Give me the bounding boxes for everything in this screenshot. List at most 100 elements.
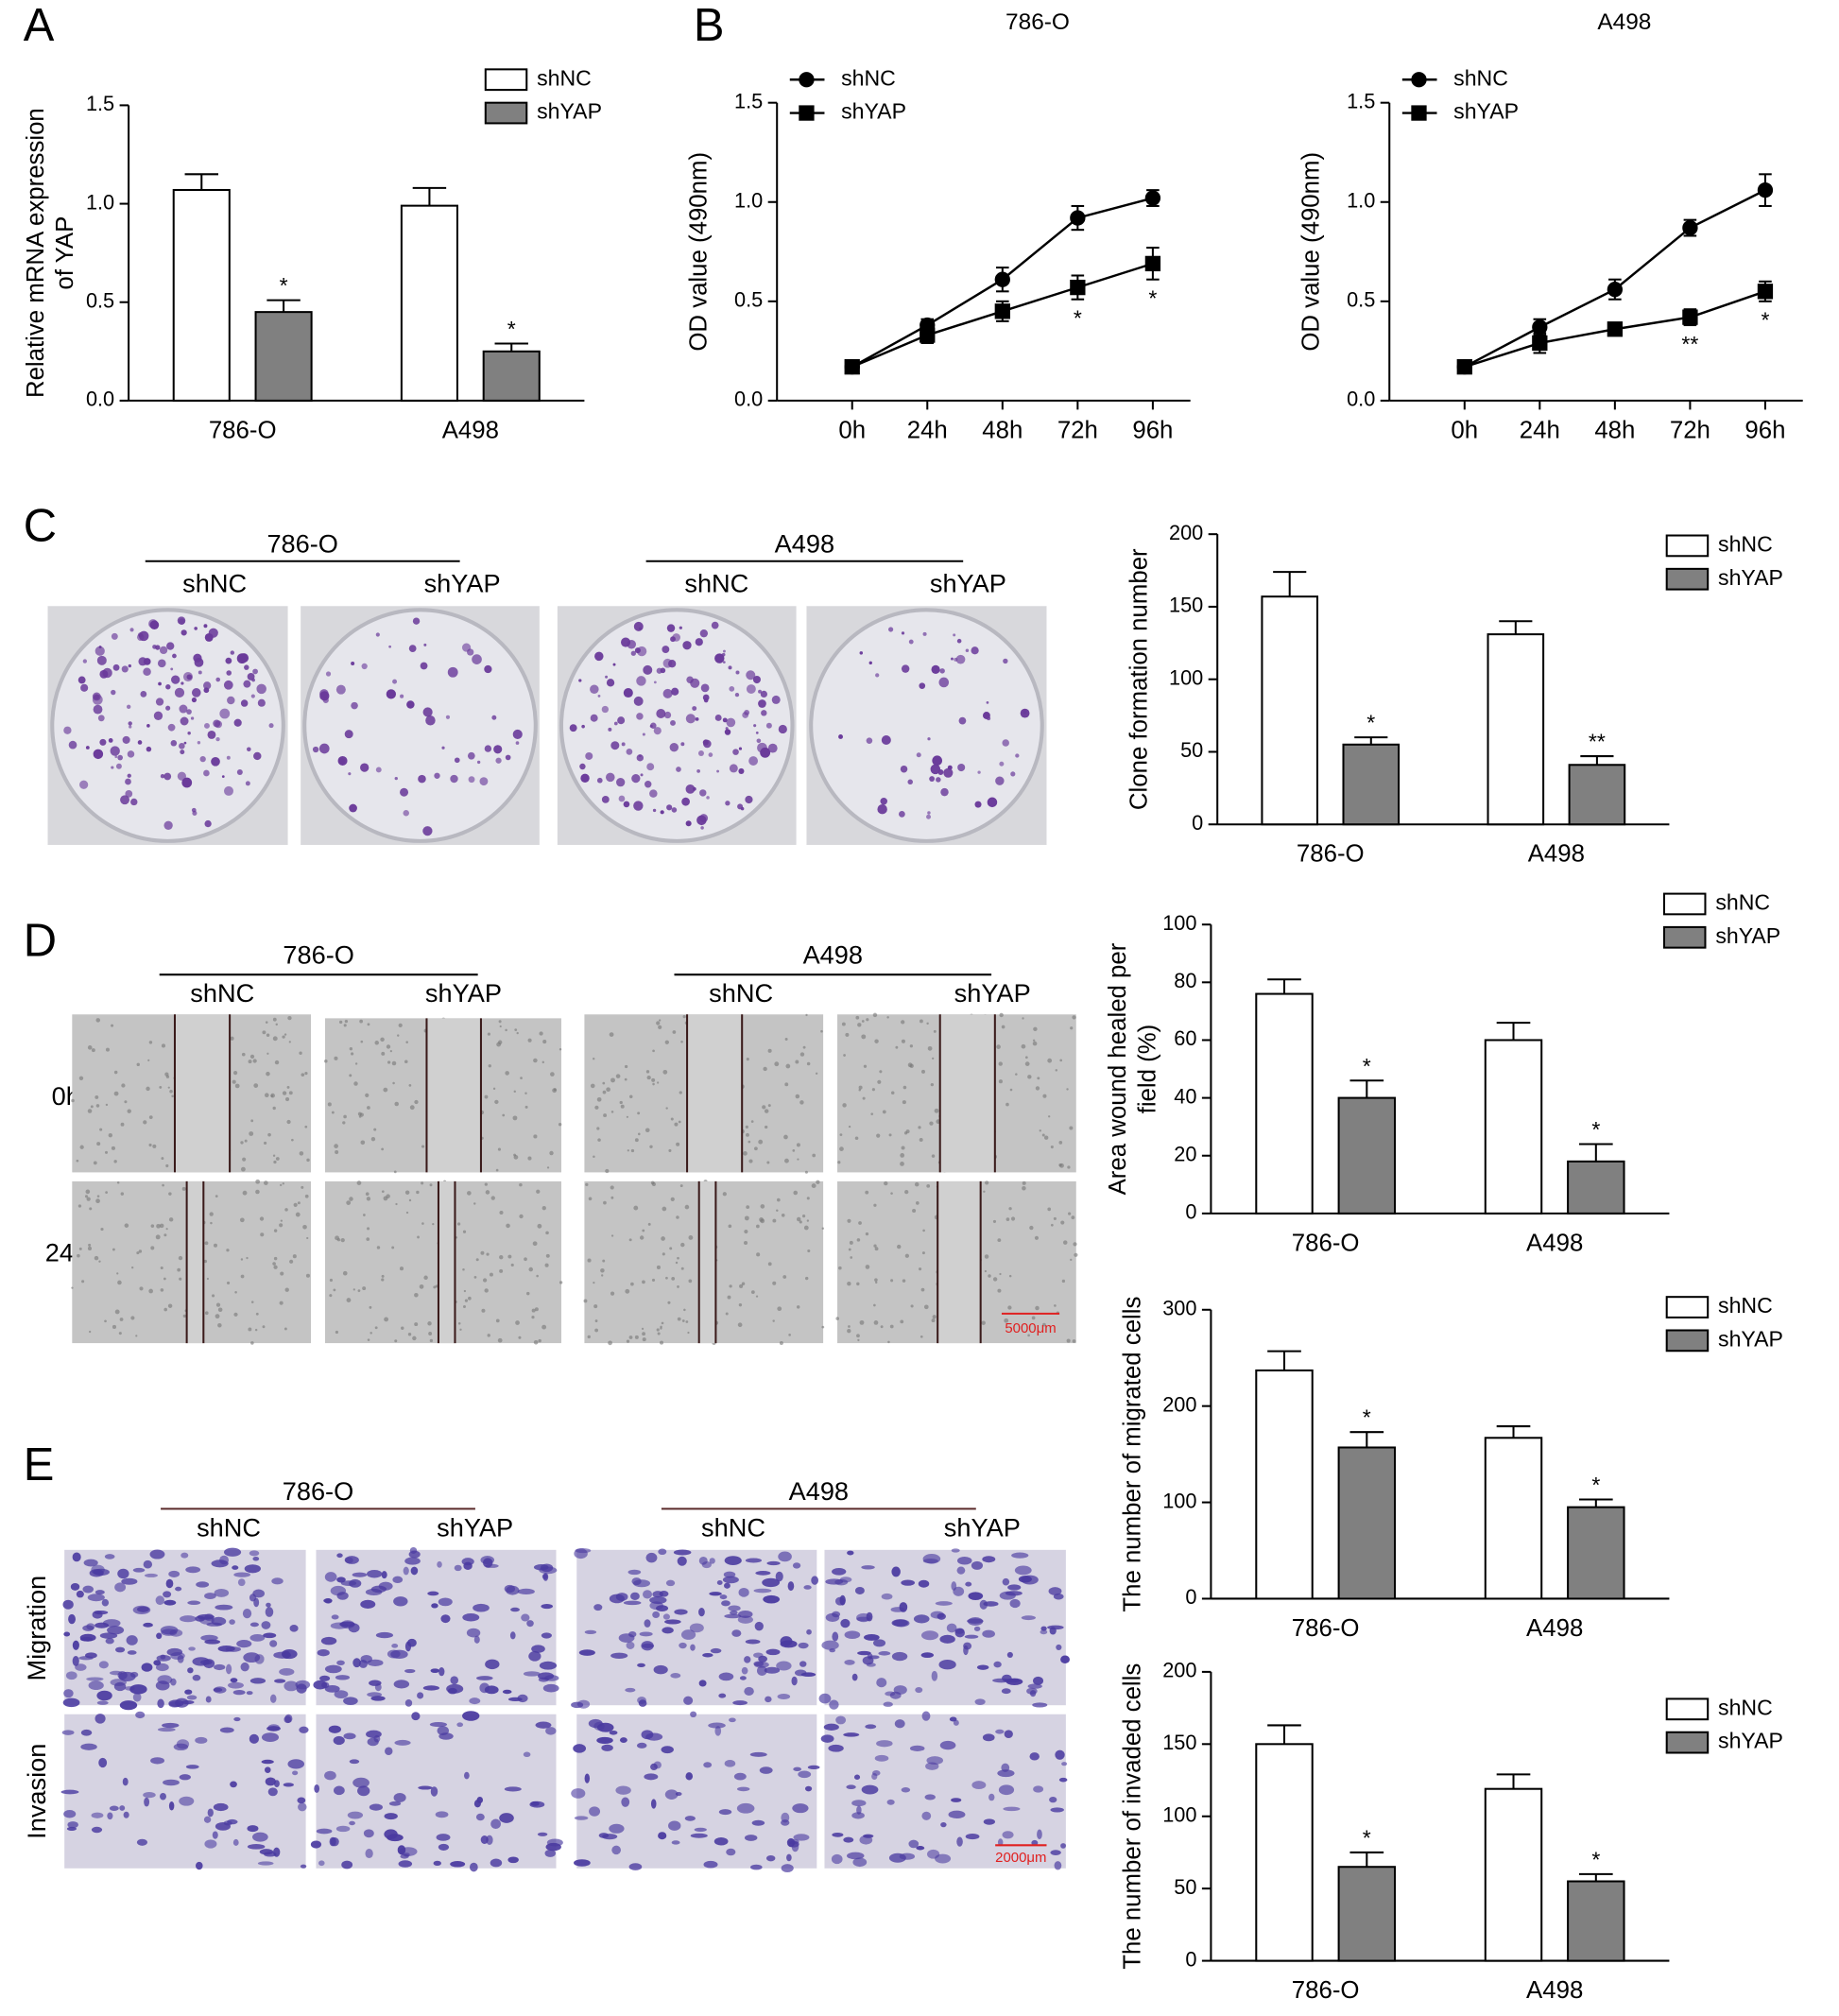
cell [737,1615,753,1624]
cell [1048,1587,1062,1595]
cell [542,1040,547,1044]
y-tick-label: 1.5 [1347,89,1375,112]
colony [971,646,979,655]
cell [336,1553,343,1559]
colony [596,777,603,784]
cell [421,1145,425,1148]
cell [605,1168,610,1174]
cell [207,1808,214,1818]
cell [541,1060,544,1064]
cell [765,1855,776,1862]
cell [342,1270,348,1276]
photo [557,606,797,845]
significance: * [1363,1825,1371,1850]
cell [335,1150,339,1155]
cell [889,1324,894,1329]
cell [264,1093,269,1098]
cell [535,1721,552,1729]
dish [809,608,1044,843]
cell [759,1766,773,1774]
cell [618,1633,635,1643]
cell [63,1689,74,1698]
cell [523,1671,541,1677]
cell [777,1306,782,1312]
cell [793,1190,799,1196]
cell [874,1278,878,1282]
error-bar [1273,571,1307,597]
cell [762,1577,781,1588]
cell [902,1085,907,1090]
colony [606,679,615,687]
colony [219,708,231,719]
colony [623,801,630,808]
cell [848,1125,851,1129]
cell [138,1249,143,1253]
cell [347,1811,364,1819]
cell [585,1182,589,1187]
cell [279,1667,295,1676]
colony [85,746,90,750]
cell [1032,1041,1038,1046]
colony [649,789,658,798]
colony [204,632,214,642]
cell [844,1630,861,1639]
cell [91,1812,104,1818]
error-bar [1578,1143,1613,1162]
y-axis-label: Clone formation number [1126,548,1152,810]
cell [646,1075,651,1080]
cell [343,1697,358,1705]
colony [908,639,914,645]
colony [682,641,692,650]
cell [195,1736,208,1744]
cell [473,1275,477,1279]
cell [343,1114,347,1119]
cell [661,1321,664,1325]
colony [392,679,398,684]
cell [642,1229,645,1232]
cell [576,1699,591,1709]
cell [85,1189,91,1195]
cell [832,1611,841,1618]
colony [758,699,766,708]
cell [755,1571,771,1576]
colony [425,715,436,726]
cell [656,1265,661,1269]
cell [394,1101,399,1107]
cell [829,1699,839,1710]
cell [170,1651,185,1661]
cell [694,1827,707,1832]
cell [874,1039,879,1043]
cell [953,1719,959,1726]
marker [799,105,815,121]
cell [517,1588,535,1595]
cell [398,1860,413,1868]
cell [668,1148,672,1152]
cell [324,1598,333,1604]
marker [1682,309,1698,325]
y-tick-label: 100 [1169,665,1203,689]
cell [811,1183,816,1189]
colony [412,617,421,625]
cell [778,1551,792,1562]
cell [652,1611,661,1619]
cell [1035,1086,1040,1091]
legend-swatch [1665,567,1710,591]
colony [569,724,577,732]
cell [211,1616,227,1626]
cell [542,1683,559,1693]
scale-bar-label: 5000μm [1005,1320,1056,1336]
colony [608,727,612,732]
cell [1060,1220,1065,1225]
cell [440,1614,451,1624]
photo [806,606,1047,845]
cell [732,1700,748,1706]
colony [977,770,981,774]
cell [486,1252,490,1256]
cell [642,1332,645,1336]
colony [361,663,368,670]
cell [913,1614,930,1624]
cell [1007,1305,1012,1310]
colony [699,629,709,638]
cell [645,1552,658,1563]
cell [545,1231,549,1235]
